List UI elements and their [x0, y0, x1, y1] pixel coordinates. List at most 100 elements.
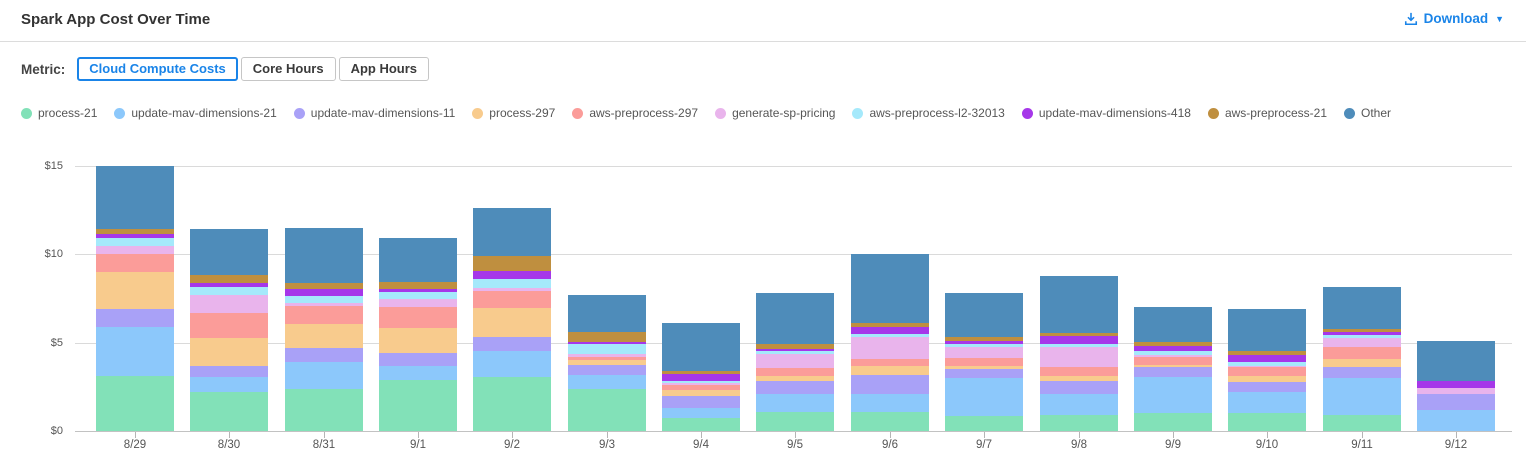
- bar-segment-9-4-update-mav-dimensions-11: [662, 396, 740, 408]
- x-axis-tick: [512, 432, 513, 438]
- legend-item-update-mav-dimensions-11[interactable]: update-mav-dimensions-11: [293, 106, 455, 120]
- bar-segment-9-2-aws-preprocess-l2-32013: [473, 279, 551, 288]
- bar-segment-9-11-process-297: [1323, 358, 1401, 368]
- bar-segment-9-3-update-mav-dimensions-11: [568, 364, 646, 376]
- bar-segment-9-7-aws-preprocess-297: [945, 357, 1023, 366]
- bar-segment-9-6-aws-preprocess-21: [851, 323, 929, 327]
- legend-item-aws-preprocess-297[interactable]: aws-preprocess-297: [572, 106, 698, 120]
- bar-segment-9-6-update-mav-dimensions-418: [851, 326, 929, 334]
- bar-segment-9-12-update-mav-dimensions-21: [1417, 409, 1495, 431]
- legend-item-update-mav-dimensions-418[interactable]: update-mav-dimensions-418: [1021, 106, 1191, 120]
- bar-segment-9-8-update-mav-dimensions-11: [1040, 380, 1118, 394]
- x-axis-tick-label: 9/2: [504, 439, 520, 451]
- x-axis-tick: [795, 432, 796, 438]
- bar-segment-9-6-process-21: [851, 412, 929, 431]
- y-axis-tick-label: $10: [44, 248, 63, 261]
- x-axis-tick: [701, 432, 702, 438]
- legend-item-process-297[interactable]: process-297: [472, 106, 555, 120]
- bar-segment-9-7-update-mav-dimensions-21: [945, 377, 1023, 416]
- bar-segment-9-5-process-21: [756, 412, 834, 431]
- x-axis-tick-label: 9/11: [1351, 439, 1373, 451]
- chevron-down-icon: ▼: [1495, 13, 1504, 24]
- bar-segment-9-10-aws-preprocess-21: [1228, 351, 1306, 356]
- legend-label: aws-preprocess-l2-32013: [869, 106, 1005, 120]
- bar-segment-9-9-aws-preprocess-21: [1134, 341, 1212, 347]
- x-axis-tick: [1173, 432, 1174, 438]
- bar-segment-9-2-process-297: [473, 308, 551, 338]
- legend-item-generate-sp-pricing[interactable]: generate-sp-pricing: [715, 106, 835, 120]
- bar-segment-9-1-other: [379, 238, 457, 282]
- bar-segment-9-1-generate-sp-pricing: [379, 299, 457, 308]
- bar-segment-9-3-process-21: [568, 388, 646, 431]
- bar-segment-8-30-process-21: [190, 392, 268, 431]
- bar-segment-8-30-aws-preprocess-21: [190, 274, 268, 283]
- x-axis-tick-label: 9/8: [1071, 439, 1087, 451]
- bar-segment-9-1-update-mav-dimensions-21: [379, 366, 457, 380]
- legend-label: update-mav-dimensions-418: [1038, 106, 1191, 120]
- bar-segment-9-8-process-21: [1040, 415, 1118, 431]
- bar-9-6: [851, 254, 929, 431]
- x-axis-tick: [607, 432, 608, 438]
- legend-dot-update-mav-dimensions-418: [1021, 107, 1033, 119]
- bar-segment-9-4-update-mav-dimensions-418: [662, 373, 740, 382]
- bar-segment-8-29-process-21: [96, 376, 174, 431]
- bar-segment-9-4-process-21: [662, 417, 740, 431]
- bar-segment-9-8-aws-preprocess-297: [1040, 367, 1118, 377]
- gridline-15: [75, 166, 1512, 167]
- bar-segment-9-2-update-mav-dimensions-11: [473, 337, 551, 351]
- bar-segment-9-1-aws-preprocess-297: [379, 307, 457, 329]
- bar-9-1: [379, 238, 457, 431]
- bar-segment-9-10-update-mav-dimensions-418: [1228, 355, 1306, 363]
- bar-segment-9-8-process-297: [1040, 376, 1118, 381]
- bar-segment-9-8-generate-sp-pricing: [1040, 347, 1118, 368]
- bar-segment-8-30-other: [190, 228, 268, 275]
- bar-segment-9-9-aws-preprocess-l2-32013: [1134, 350, 1212, 355]
- bar-segment-9-9-process-21: [1134, 413, 1212, 431]
- bar-segment-8-29-generate-sp-pricing: [96, 246, 174, 255]
- bar-segment-9-7-process-21: [945, 415, 1023, 431]
- bar-segment-8-30-update-mav-dimensions-21: [190, 377, 268, 393]
- bar-segment-9-9-generate-sp-pricing: [1134, 354, 1212, 357]
- x-axis-tick: [1267, 432, 1268, 438]
- bar-segment-9-5-update-mav-dimensions-21: [756, 393, 834, 413]
- bar-segment-9-3-process-297: [568, 360, 646, 365]
- legend-dot-update-mav-dimensions-21: [114, 107, 126, 119]
- bar-segment-9-12-update-mav-dimensions-11: [1417, 393, 1495, 410]
- legend-item-other[interactable]: Other: [1344, 106, 1391, 120]
- bar-segment-8-31-update-mav-dimensions-21: [285, 362, 363, 390]
- legend-item-aws-preprocess-21[interactable]: aws-preprocess-21: [1207, 106, 1327, 120]
- download-button[interactable]: Download ▼: [1398, 10, 1510, 27]
- bar-9-10: [1228, 309, 1306, 431]
- legend-item-aws-preprocess-l2-32013[interactable]: aws-preprocess-l2-32013: [852, 106, 1005, 120]
- bar-segment-8-30-generate-sp-pricing: [190, 294, 268, 313]
- bar-segment-8-31-aws-preprocess-297: [285, 306, 363, 325]
- x-axis-tick-label: 9/9: [1165, 439, 1181, 451]
- bar-8-29: [96, 166, 174, 431]
- legend-item-process-21[interactable]: process-21: [21, 106, 97, 120]
- x-axis-tick: [890, 432, 891, 438]
- bar-9-3: [568, 294, 646, 431]
- legend-item-update-mav-dimensions-21[interactable]: update-mav-dimensions-21: [114, 106, 277, 120]
- bar-segment-9-10-update-mav-dimensions-11: [1228, 382, 1306, 393]
- metric-option-cloud-compute-costs[interactable]: Cloud Compute Costs: [77, 57, 238, 82]
- bar-segment-9-4-other: [662, 323, 740, 371]
- metric-option-app-hours[interactable]: App Hours: [338, 57, 430, 82]
- bar-segment-9-6-aws-preprocess-297: [851, 358, 929, 367]
- bar-segment-9-10-other: [1228, 309, 1306, 352]
- bar-segment-9-11-update-mav-dimensions-21: [1323, 377, 1401, 416]
- bar-segment-9-11-generate-sp-pricing: [1323, 338, 1401, 348]
- y-axis-tick-label: $15: [44, 160, 63, 172]
- bar-segment-8-31-process-297: [285, 324, 363, 348]
- metric-options: Cloud Compute Costs Core Hours App Hours: [77, 57, 430, 82]
- metric-option-core-hours[interactable]: Core Hours: [240, 57, 336, 82]
- bar-segment-9-5-update-mav-dimensions-11: [756, 380, 834, 394]
- bar-segment-9-2-update-mav-dimensions-21: [473, 350, 551, 378]
- x-axis-tick: [418, 432, 419, 438]
- bar-segment-9-6-process-297: [851, 366, 929, 376]
- legend-dot-generate-sp-pricing: [715, 107, 727, 119]
- bar-segment-9-7-other: [945, 293, 1023, 338]
- bar-segment-9-9-update-mav-dimensions-21: [1134, 377, 1212, 414]
- bar-segment-9-3-aws-preprocess-l2-32013: [568, 344, 646, 355]
- x-axis-tick-label: 8/31: [312, 439, 336, 451]
- bar-9-7: [945, 293, 1023, 431]
